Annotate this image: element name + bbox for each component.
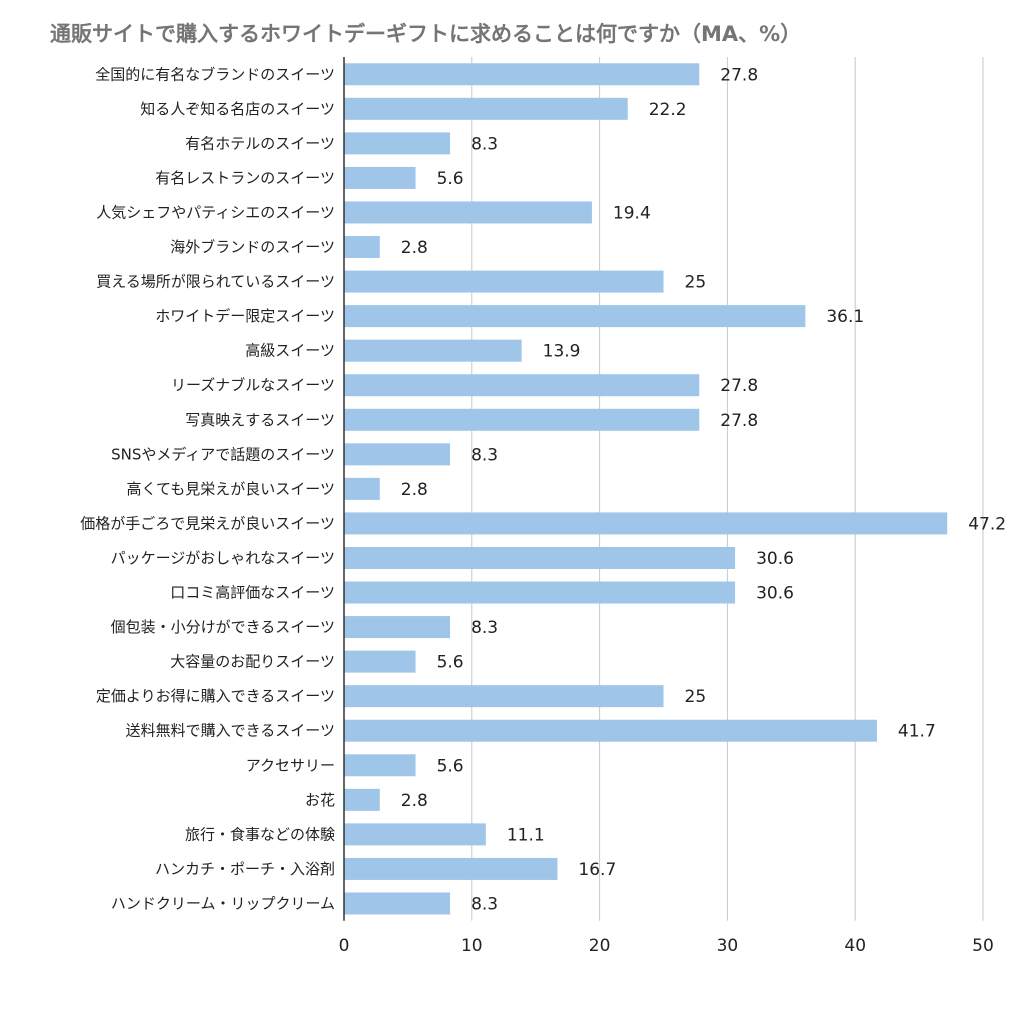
data-label: 36.1 — [826, 307, 864, 327]
category-label: SNSやメディアで話題のスイーツ — [111, 445, 335, 463]
bar — [344, 719, 877, 742]
chart-title: 通販サイトで購入するホワイトデーギフトに求めることは何ですか（MA、%） — [50, 22, 802, 46]
category-label: 人気シェフやパティシエのスイーツ — [96, 203, 335, 221]
x-tick-label: 40 — [844, 936, 866, 956]
bar — [344, 512, 948, 535]
bar — [344, 443, 451, 466]
category-label: 送料無料で購入できるスイーツ — [126, 722, 335, 740]
bar — [344, 63, 700, 86]
category-label: 旅行・食事などの体験 — [185, 825, 335, 843]
bar — [344, 339, 522, 362]
data-label: 5.6 — [437, 756, 464, 776]
x-tick-label: 50 — [972, 936, 994, 956]
category-label: 価格が手ごろで見栄えが良いスイーツ — [80, 514, 335, 532]
data-label: 16.7 — [578, 860, 616, 880]
bar — [344, 788, 380, 811]
bar — [344, 546, 736, 569]
data-label: 8.3 — [471, 134, 498, 154]
bar — [344, 754, 416, 777]
bar — [344, 132, 451, 155]
category-label: 定価よりお得に購入できるスイーツ — [96, 687, 335, 705]
bar — [344, 305, 806, 328]
category-label: 大容量のお配りスイーツ — [170, 653, 335, 671]
bar — [344, 408, 700, 431]
data-label: 41.7 — [898, 722, 936, 742]
bar — [344, 892, 451, 915]
category-label: アクセサリー — [246, 756, 335, 774]
data-label: 2.8 — [401, 791, 428, 811]
category-label: 写真映えするスイーツ — [185, 411, 335, 429]
category-label: 有名ホテルのスイーツ — [185, 134, 335, 152]
data-label: 27.8 — [720, 65, 758, 85]
bar — [344, 616, 451, 639]
x-tick-label: 10 — [461, 936, 483, 956]
data-label: 2.8 — [401, 480, 428, 500]
category-label: 知る人ぞ知る名店のスイーツ — [140, 100, 335, 118]
data-label: 30.6 — [756, 549, 794, 569]
bar — [344, 857, 558, 880]
bar — [344, 477, 380, 500]
data-label: 8.3 — [471, 618, 498, 638]
data-label: 5.6 — [437, 169, 464, 189]
category-label: ハンドクリーム・リップクリーム — [111, 894, 335, 912]
bar — [344, 650, 416, 673]
category-label: リーズナブルなスイーツ — [171, 376, 335, 394]
bar — [344, 201, 592, 224]
category-label: ハンカチ・ポーチ・入浴剤 — [155, 860, 335, 878]
data-label: 25 — [685, 273, 707, 293]
data-label: 13.9 — [543, 342, 581, 362]
bar — [344, 823, 486, 846]
bar — [344, 374, 700, 397]
data-label: 27.8 — [720, 376, 758, 396]
data-label: 25 — [685, 687, 707, 707]
category-label: 高くても見栄えが良いスイーツ — [126, 480, 335, 498]
category-label: お花 — [305, 791, 335, 809]
data-label: 22.2 — [649, 100, 687, 120]
category-label: 有名レストランのスイーツ — [155, 169, 335, 187]
x-tick-label: 30 — [717, 936, 739, 956]
category-label: 個包装・小分けができるスイーツ — [111, 618, 335, 636]
data-label: 2.8 — [401, 238, 428, 258]
data-label: 11.1 — [507, 825, 545, 845]
bar — [344, 97, 628, 120]
category-label: 高級スイーツ — [245, 342, 335, 360]
category-label: パッケージがおしゃれなスイーツ — [111, 549, 335, 567]
data-label: 5.6 — [437, 653, 464, 673]
bar — [344, 236, 380, 259]
data-label: 47.2 — [968, 514, 1006, 534]
category-label: ホワイトデー限定スイーツ — [155, 307, 335, 325]
bar — [344, 581, 736, 604]
bar — [344, 166, 416, 189]
category-label: 口コミ高評価なスイーツ — [170, 584, 335, 602]
data-label: 19.4 — [613, 203, 651, 223]
data-label: 27.8 — [720, 411, 758, 431]
data-label: 30.6 — [756, 584, 794, 604]
category-label: 買える場所が限られているスイーツ — [96, 273, 335, 291]
data-label: 8.3 — [471, 894, 498, 914]
data-label: 8.3 — [471, 445, 498, 465]
category-label: 全国的に有名なブランドのスイーツ — [95, 65, 335, 83]
x-tick-label: 0 — [339, 936, 350, 956]
bar — [344, 270, 664, 293]
x-tick-label: 20 — [589, 936, 611, 956]
category-label: 海外ブランドのスイーツ — [170, 238, 335, 256]
bar — [344, 685, 664, 708]
